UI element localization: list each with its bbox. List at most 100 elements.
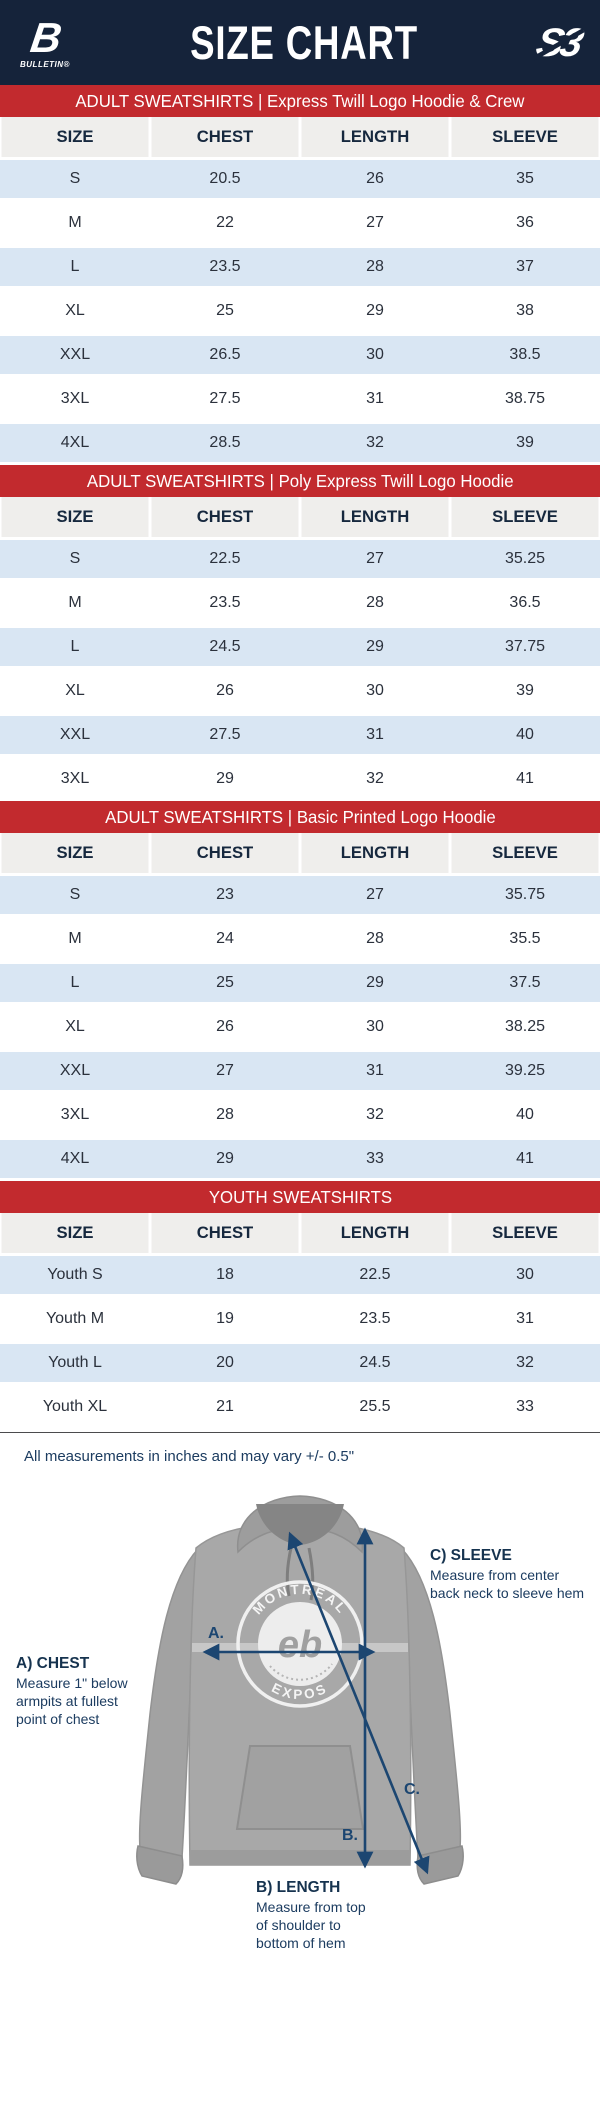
table-header-row: SIZE CHEST LENGTH SLEEVE [0, 117, 600, 157]
column-header: SIZE [1, 497, 149, 537]
table-cell: 27.5 [150, 377, 300, 421]
table-cell: 28 [300, 917, 450, 961]
table-cell: 27 [300, 201, 450, 245]
table-cell: 30 [300, 669, 450, 713]
table-row: XXL 26.5 30 38.5 [0, 333, 600, 377]
table-cell: 33 [300, 1137, 450, 1181]
table-cell: L [0, 961, 150, 1005]
table-row: XXL 27 31 39.25 [0, 1049, 600, 1093]
table-cell: 27 [300, 873, 450, 917]
section-banner-label: ADULT SWEATSHIRTS | Basic Printed Logo H… [104, 806, 496, 827]
annotation-chest-title: A) CHEST [16, 1655, 90, 1672]
table-cell: 31 [300, 377, 450, 421]
table-cell: 23 [150, 873, 300, 917]
table-cell: 3XL [0, 757, 150, 801]
section-banner-label: YOUTH SWEATSHIRTS [208, 1186, 392, 1207]
table-cell: XL [0, 289, 150, 333]
page-header: B BULLETIN® SIZE CHART S3 [0, 0, 600, 85]
annotation-sleeve-title: C) SLEEVE [430, 1547, 512, 1564]
table-cell: XXL [0, 333, 150, 377]
table-cell: 24.5 [300, 1341, 450, 1385]
table-cell: Youth L [0, 1341, 150, 1385]
table-cell: 4XL [0, 1137, 150, 1181]
column-header: LENGTH [301, 833, 449, 873]
table-cell: 31 [300, 713, 450, 757]
table-row: 3XL 27.5 31 38.75 [0, 377, 600, 421]
chest-arrow-label: A. [208, 1625, 224, 1642]
column-header: CHEST [151, 833, 299, 873]
table-cell: 33 [450, 1385, 600, 1429]
bulletin-b-icon: B [27, 13, 63, 61]
column-header: CHEST [151, 117, 299, 157]
table-row: XL 25 29 38 [0, 289, 600, 333]
size-table: SIZE CHEST LENGTH SLEEVE S 22.5 27 35.25 M 23.5 28… [0, 497, 600, 801]
size-table-section: ADULT SWEATSHIRTS | Express Twill Logo H… [0, 85, 600, 465]
table-cell: 25 [150, 961, 300, 1005]
table-cell: 27 [300, 537, 450, 581]
table-cell: 25.5 [300, 1385, 450, 1429]
table-header-row: SIZE CHEST LENGTH SLEEVE [0, 833, 600, 873]
table-row: Youth S 18 22.5 30 [0, 1253, 600, 1297]
measurement-diagram: MONTREAL EXPOS eb A. B. C. A) CHEST Meas… [0, 1473, 600, 1970]
column-header: SLEEVE [451, 833, 599, 873]
table-cell: 35 [450, 157, 600, 201]
table-cell: Youth S [0, 1253, 150, 1297]
table-cell: 37.75 [450, 625, 600, 669]
column-header: SIZE [1, 117, 149, 157]
table-cell: 36 [450, 201, 600, 245]
table-cell: 18 [150, 1253, 300, 1297]
table-cell: 40 [450, 713, 600, 757]
table-cell: 26 [150, 669, 300, 713]
bulletin-wordmark: BULLETIN® [20, 59, 70, 69]
table-cell: 22.5 [300, 1253, 450, 1297]
table-cell: 37 [450, 245, 600, 289]
table-cell: M [0, 201, 150, 245]
page-title: SIZE CHART [189, 16, 418, 69]
divider [0, 1432, 600, 1433]
table-cell: 29 [300, 625, 450, 669]
column-header: SLEEVE [451, 1213, 599, 1253]
table-cell: 28 [300, 245, 450, 289]
section-banner-label: ADULT SWEATSHIRTS | Poly Express Twill L… [86, 470, 514, 491]
table-cell: 30 [300, 333, 450, 377]
table-cell: S [0, 873, 150, 917]
table-cell: 39.25 [450, 1049, 600, 1093]
size-table-section: ADULT SWEATSHIRTS | Basic Printed Logo H… [0, 801, 600, 1181]
table-cell: 31 [300, 1049, 450, 1093]
hoodie-pocket [235, 1745, 365, 1830]
annotation-length-title: B) LENGTH [256, 1879, 341, 1896]
sleeve-arrow [287, 1531, 430, 1875]
column-header: LENGTH [301, 117, 449, 157]
table-cell: 20 [150, 1341, 300, 1385]
table-cell: S [0, 537, 150, 581]
table-header-row: SIZE CHEST LENGTH SLEEVE [0, 497, 600, 537]
table-row: L 23.5 28 37 [0, 245, 600, 289]
table-cell: 41 [450, 1137, 600, 1181]
table-row: 3XL 28 32 40 [0, 1093, 600, 1137]
table-cell: 29 [300, 289, 450, 333]
section-banner: ADULT SWEATSHIRTS | Express Twill Logo H… [0, 85, 600, 117]
annotation-length: B) LENGTH Measure from top of shoulder t… [256, 1879, 428, 1953]
column-header: SLEEVE [451, 497, 599, 537]
length-arrow-label: B. [342, 1827, 358, 1844]
table-cell: 30 [450, 1253, 600, 1297]
table-cell: 20.5 [150, 157, 300, 201]
s3-icon: S3 [532, 20, 585, 65]
table-cell: 29 [150, 757, 300, 801]
table-cell: M [0, 581, 150, 625]
table-cell: 24 [150, 917, 300, 961]
table-cell: 28 [150, 1093, 300, 1137]
table-row: Youth L 20 24.5 32 [0, 1341, 600, 1385]
table-cell: 22.5 [150, 537, 300, 581]
table-row: S 23 27 35.75 [0, 873, 600, 917]
annotation-sleeve: C) SLEEVE Measure from center back neck … [430, 1547, 596, 1603]
table-row: L 24.5 29 37.75 [0, 625, 600, 669]
hoodie-left-cuff [136, 1845, 184, 1885]
column-header: SIZE [1, 1213, 149, 1253]
table-cell: Youth M [0, 1297, 150, 1341]
table-cell: 39 [450, 669, 600, 713]
table-cell: 27 [150, 1049, 300, 1093]
table-cell: L [0, 245, 150, 289]
table-cell: 23.5 [150, 581, 300, 625]
